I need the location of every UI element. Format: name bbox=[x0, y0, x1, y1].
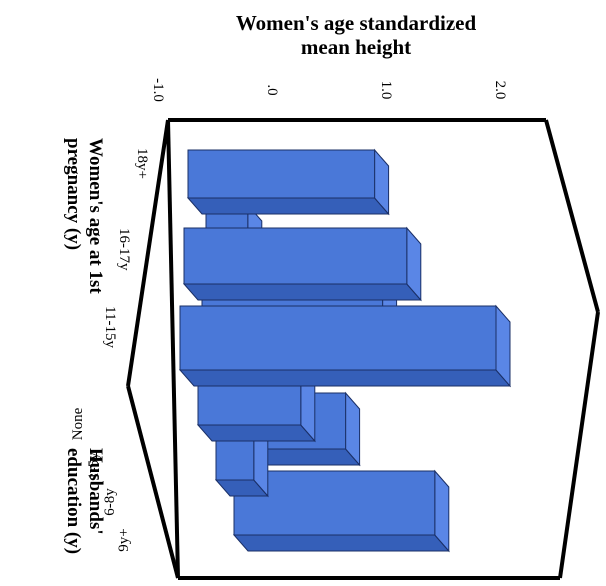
bar-bottom-face bbox=[182, 283, 422, 301]
column-category: 9y+ bbox=[116, 528, 132, 551]
value-tick: 2.0 bbox=[492, 81, 508, 100]
column-category: None bbox=[70, 407, 86, 440]
value-axis-ticks: -1.0 .0 1.0 2.0 bbox=[150, 78, 508, 102]
wall-edge bbox=[126, 119, 170, 387]
column-category-label: 9y+ bbox=[116, 528, 132, 551]
bar-bottom-face bbox=[178, 369, 512, 387]
bar-group bbox=[178, 148, 512, 553]
bar-front-face bbox=[183, 227, 408, 285]
bar-front-face bbox=[187, 149, 376, 199]
row-category-label: 16-17y bbox=[116, 228, 132, 271]
row-category: 18y+ bbox=[134, 148, 150, 179]
bar-front-face bbox=[179, 305, 497, 371]
row-category-label: 11-15y bbox=[102, 306, 118, 348]
y-axis-title-line-1: Husbands' bbox=[85, 448, 106, 535]
wall-edge bbox=[166, 119, 180, 579]
wall-edge bbox=[126, 385, 180, 579]
chart-title-line-2: mean height bbox=[301, 35, 411, 59]
x-axis-title-line-1: Women's age at 1st bbox=[85, 138, 106, 294]
wall-edge bbox=[558, 311, 600, 579]
bar-16-17y-None bbox=[182, 226, 422, 302]
bar-bottom-face bbox=[196, 424, 316, 442]
x-axis-title: Women's age at 1st pregnancy (y) bbox=[63, 138, 106, 294]
column-category-label: None bbox=[70, 407, 86, 440]
bar-18y+-None bbox=[186, 148, 390, 216]
column-category: 1-5y bbox=[86, 452, 102, 480]
y-axis-title-line-2: education (y) bbox=[63, 448, 84, 554]
row-category: 11-15y bbox=[102, 306, 118, 348]
bar-11-15y-None bbox=[178, 304, 512, 388]
y-axis-title: Husbands' education (y) bbox=[63, 448, 106, 554]
x-axis-title-line-2: pregnancy (y) bbox=[63, 138, 84, 250]
column-category-label: 6-8y bbox=[102, 488, 118, 516]
chart-title-line-1: Women's age standardized bbox=[236, 11, 477, 35]
value-tick-label: -1.0 bbox=[150, 78, 166, 102]
column-category: 6-8y bbox=[102, 488, 118, 516]
value-tick-label: 2.0 bbox=[492, 81, 508, 100]
value-tick: -1.0 bbox=[150, 78, 166, 102]
column-category-label: 1-5y bbox=[86, 452, 102, 480]
row-category: 16-17y bbox=[116, 228, 132, 271]
value-tick-label: 1.0 bbox=[378, 81, 394, 100]
wall-edge bbox=[544, 119, 600, 313]
bar-bottom-face bbox=[186, 197, 390, 215]
row-category-label: 18y+ bbox=[134, 148, 150, 179]
bar-bottom-face bbox=[232, 534, 450, 552]
value-tick-label: .0 bbox=[264, 84, 280, 95]
row-category-labels: 18y+ 16-17y 11-15y bbox=[102, 148, 150, 348]
value-tick: 1.0 bbox=[378, 81, 394, 100]
value-tick: .0 bbox=[264, 84, 280, 95]
